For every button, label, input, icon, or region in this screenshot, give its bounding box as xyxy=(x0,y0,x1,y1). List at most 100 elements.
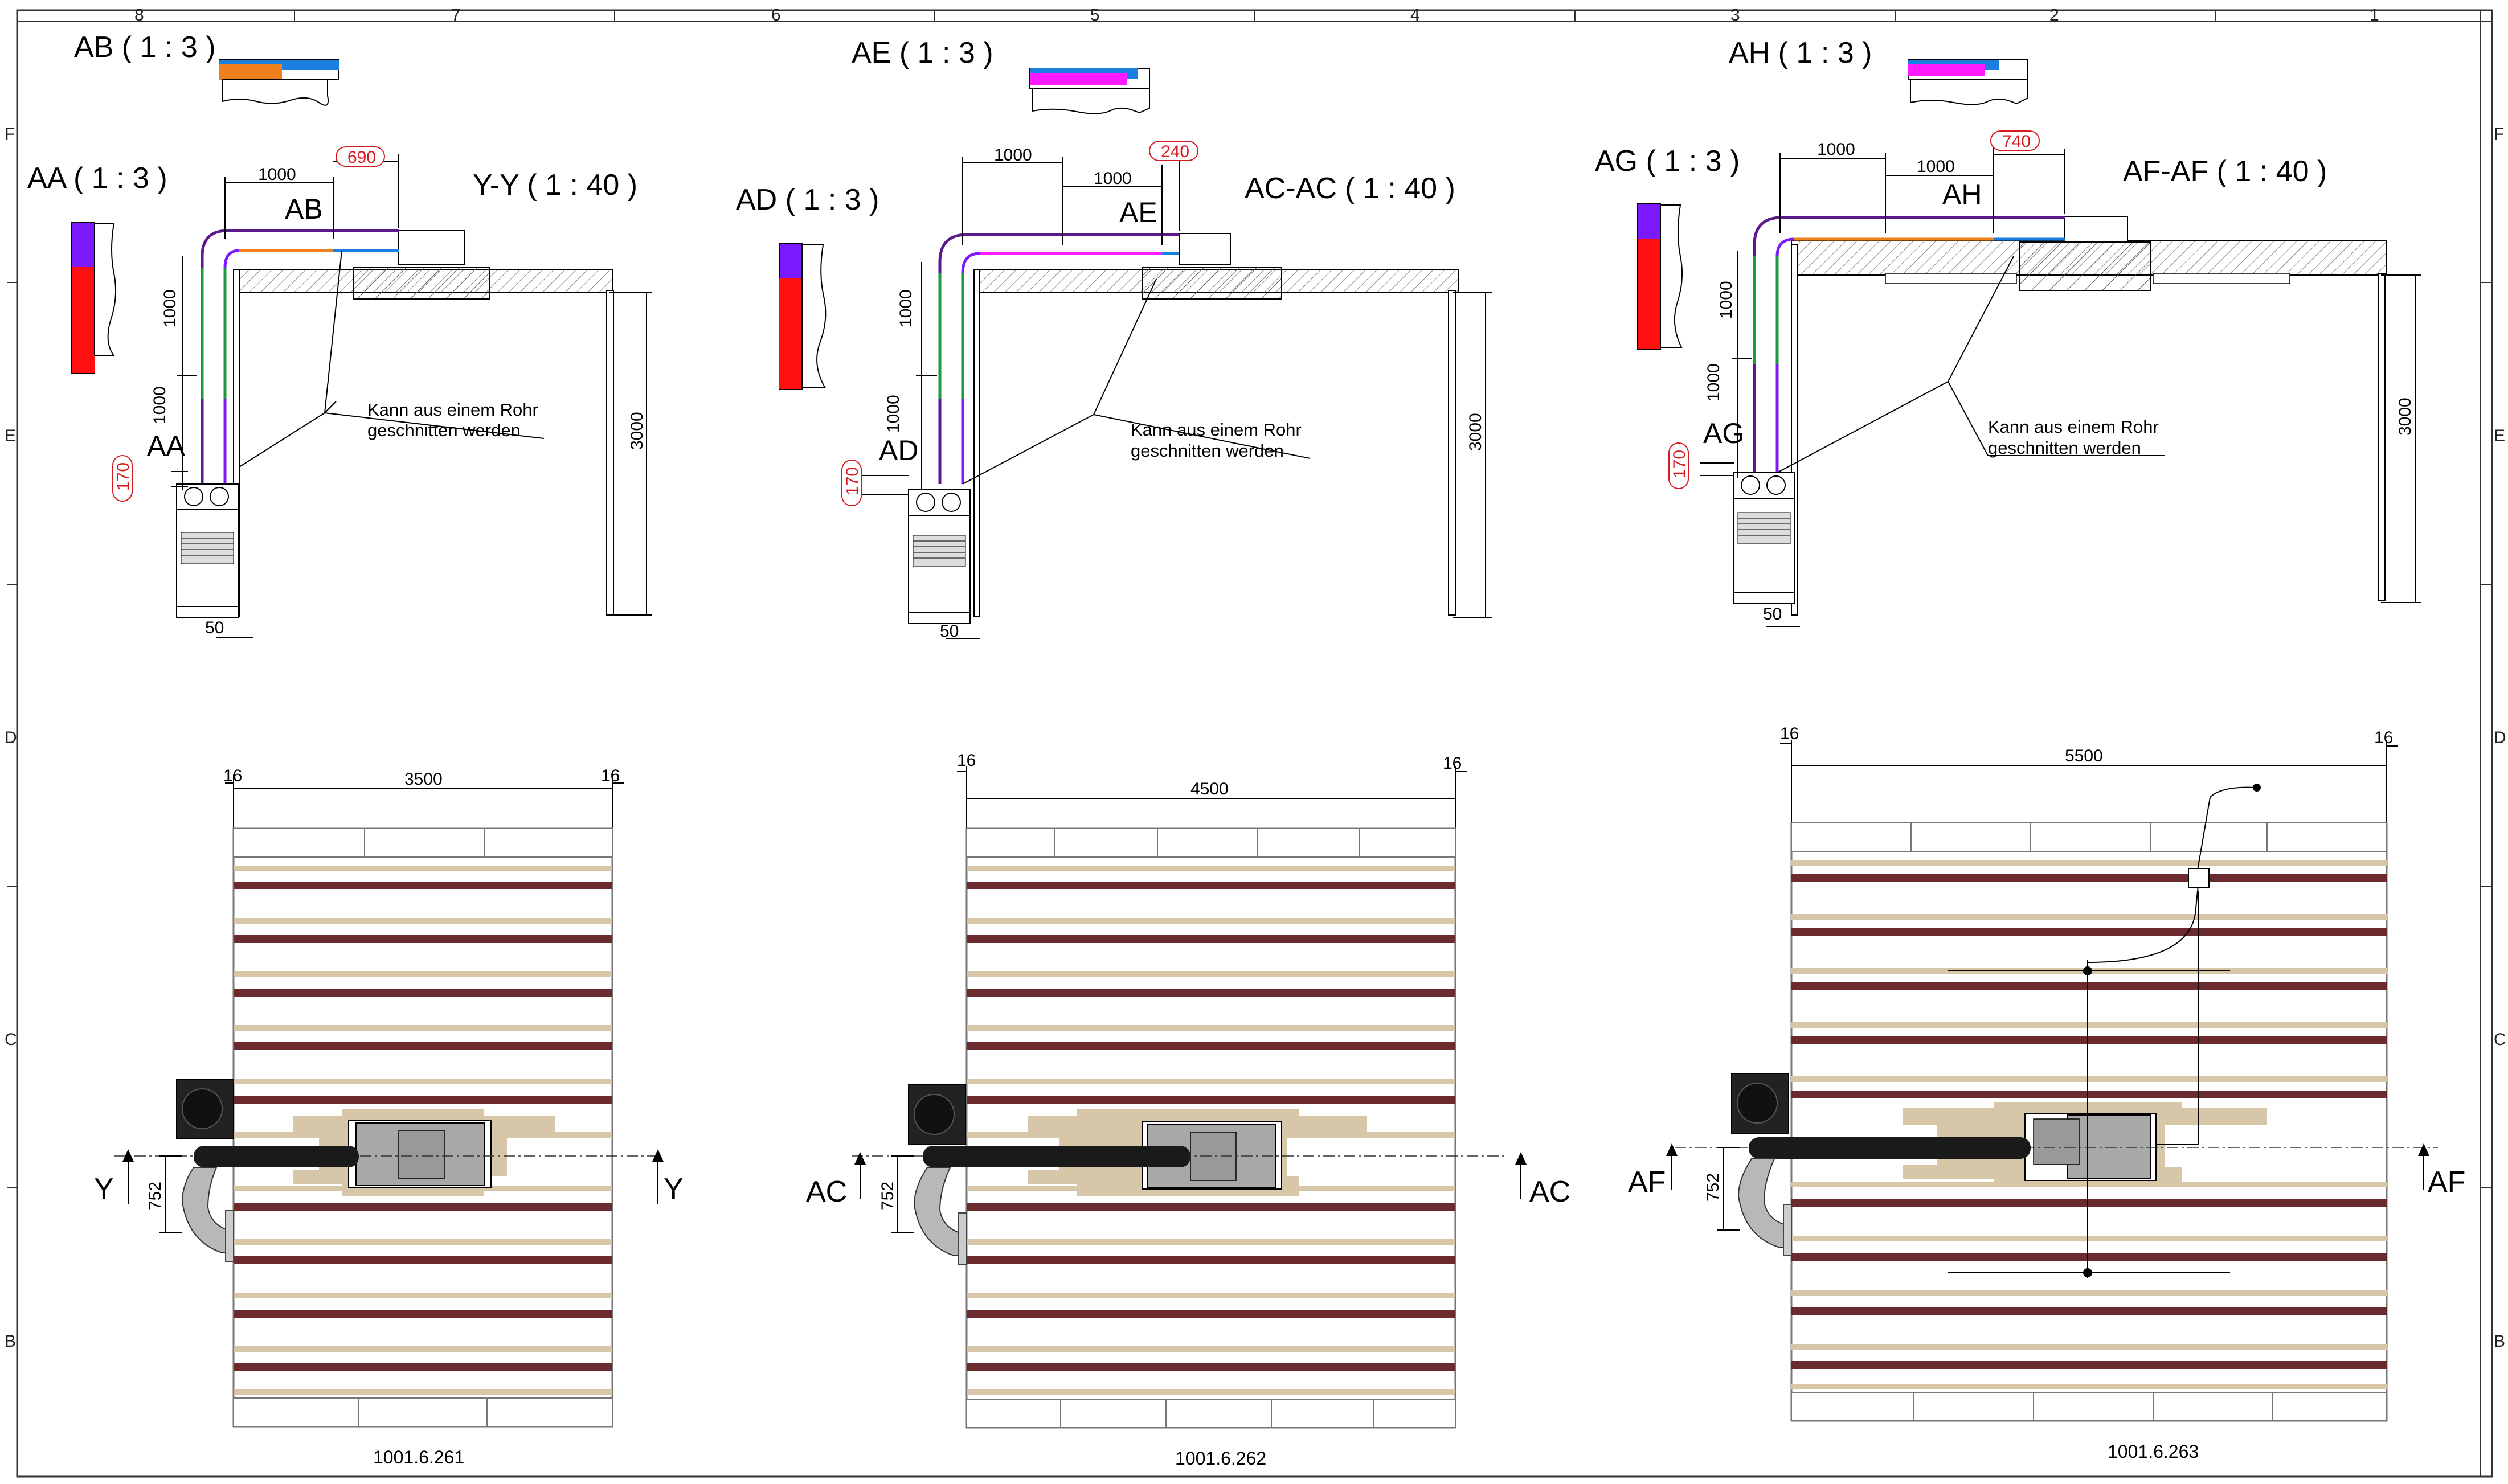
detail-ab: AB ( 1 : 3 ) xyxy=(74,31,339,106)
plan-3-dim-16-left: 16 xyxy=(1780,724,1799,743)
plan-2-dim-16-left: 16 xyxy=(957,751,976,770)
dim-50: 50 xyxy=(205,618,224,637)
note-line-1: Kann aus einem Rohr xyxy=(1988,417,2159,437)
plan-1-width: 3500 xyxy=(404,770,443,789)
plan-1-dim-16-left: 16 xyxy=(223,766,242,785)
note-line-1: Kann aus einem Rohr xyxy=(1131,420,1302,440)
dim-1000-vertical-1: 1000 xyxy=(161,289,179,327)
section-ac-ac-title: AC-AC ( 1 : 40 ) xyxy=(1245,172,1455,205)
dim-3000: 3000 xyxy=(1466,413,1485,451)
label-aa: AA xyxy=(147,430,185,462)
section-y-y-title: Y-Y ( 1 : 40 ) xyxy=(473,169,637,202)
dim-1000-vertical-2: 1000 xyxy=(884,395,903,433)
drawing-number-2: 1001.6.262 xyxy=(1175,1448,1266,1469)
plan-3-cut-left: AF xyxy=(1628,1166,1666,1199)
view-1: AB ( 1 : 3 ) AA ( 1 : 3 ) Y-Y ( 1 : 40 ) xyxy=(27,31,684,1467)
label-ag: AG xyxy=(1703,417,1744,449)
dim-1000-horizontal-2: 1000 xyxy=(1917,157,1955,176)
dim-1000-horizontal: 1000 xyxy=(1817,140,1855,159)
plan-2-dim-16-right: 16 xyxy=(1443,754,1462,773)
row-label-d-right: D xyxy=(2494,728,2506,747)
view-2: AE ( 1 : 3 ) AD ( 1 : 3 ) AC-AC ( 1 : 40… xyxy=(736,36,1570,1469)
label-ab: AB xyxy=(285,193,323,225)
column-label-1: 1 xyxy=(2370,6,2379,24)
section-af-af: AF-AF ( 1 : 40 ) xyxy=(1668,130,2421,627)
detail-aa: AA ( 1 : 3 ) xyxy=(27,162,167,374)
dim-1000-vertical-1: 1000 xyxy=(897,289,915,327)
section-ac-ac: AC-AC ( 1 : 40 ) xyxy=(841,141,1492,641)
row-label-e-right: E xyxy=(2494,427,2505,445)
dim-170: 170 xyxy=(114,462,133,491)
plan-view-3: 16 5500 16 xyxy=(1628,724,2465,1462)
section-af-af-title: AF-AF ( 1 : 40 ) xyxy=(2123,155,2327,188)
plan-view-2: 16 4500 16 xyxy=(806,751,1570,1469)
detail-aa-title: AA ( 1 : 3 ) xyxy=(27,162,167,195)
dim-1000-horizontal-2: 1000 xyxy=(1094,169,1132,188)
plan-2-width: 4500 xyxy=(1190,780,1229,798)
label-ae: AE xyxy=(1119,196,1157,228)
dim-690: 690 xyxy=(347,148,376,167)
column-label-7: 7 xyxy=(451,6,461,24)
column-label-8: 8 xyxy=(134,6,144,24)
drawing-number-3: 1001.6.263 xyxy=(2108,1441,2199,1462)
detail-ag: AG ( 1 : 3 ) xyxy=(1595,145,1740,350)
plan-2-dim-752: 752 xyxy=(878,1182,897,1210)
plan-3-width: 5500 xyxy=(2065,747,2103,765)
dim-240: 240 xyxy=(1161,142,1189,161)
plan-view-1: 16 3500 16 xyxy=(94,766,684,1467)
dim-170: 170 xyxy=(1670,450,1689,478)
plan-1-cut-left: Y xyxy=(94,1173,114,1206)
dim-1000-vertical-2: 1000 xyxy=(1704,363,1723,401)
dim-50: 50 xyxy=(940,622,959,641)
sheet-frame: 8 7 6 5 4 3 2 1 F F E E D D C C B B xyxy=(5,6,2506,1478)
plan-3-dim-16-right: 16 xyxy=(2374,728,2393,747)
plan-1-cut-right: Y xyxy=(664,1173,684,1206)
plan-2-cut-right: AC xyxy=(1529,1175,1570,1208)
column-label-2: 2 xyxy=(2049,6,2059,24)
detail-ag-title: AG ( 1 : 3 ) xyxy=(1595,145,1740,178)
note-line-2: geschnitten werden xyxy=(1988,438,2141,458)
dim-170: 170 xyxy=(843,467,862,495)
row-label-d: D xyxy=(5,728,17,747)
dim-3000: 3000 xyxy=(628,412,647,450)
column-label-4: 4 xyxy=(1410,6,1420,24)
row-label-b-right: B xyxy=(2494,1332,2505,1351)
column-label-3: 3 xyxy=(1730,6,1740,24)
detail-ae-title: AE ( 1 : 3 ) xyxy=(852,36,993,69)
column-label-5: 5 xyxy=(1090,6,1100,24)
dim-1000-horizontal: 1000 xyxy=(994,146,1032,165)
row-label-b: B xyxy=(5,1332,16,1351)
view-3: AH ( 1 : 3 ) AG ( 1 : 3 ) AF-AF ( 1 : 40… xyxy=(1595,36,2465,1462)
row-label-e: E xyxy=(5,427,16,445)
column-label-6: 6 xyxy=(771,6,781,24)
note-line-2: geschnitten werden xyxy=(367,420,521,440)
dim-3000: 3000 xyxy=(2396,397,2415,436)
label-ad: AD xyxy=(879,434,918,466)
row-label-c-right: C xyxy=(2494,1030,2506,1049)
detail-ah: AH ( 1 : 3 ) xyxy=(1729,36,2028,105)
dim-1000-vertical-1: 1000 xyxy=(1717,281,1736,319)
detail-ae: AE ( 1 : 3 ) xyxy=(852,36,1150,114)
dim-1000-horizontal: 1000 xyxy=(258,165,296,184)
dim-1000-vertical-2: 1000 xyxy=(150,386,169,424)
plan-3-cut-right: AF xyxy=(2428,1166,2465,1199)
dim-50: 50 xyxy=(1763,605,1782,624)
note-line-2: geschnitten werden xyxy=(1131,441,1284,461)
plan-1-dim-752: 752 xyxy=(146,1182,165,1210)
plan-1-dim-16-right: 16 xyxy=(601,766,620,785)
dim-740: 740 xyxy=(2002,132,2031,151)
row-label-c: C xyxy=(5,1030,17,1049)
row-label-f-right: F xyxy=(2494,125,2504,144)
detail-ah-title: AH ( 1 : 3 ) xyxy=(1729,36,1872,69)
note-line-1: Kann aus einem Rohr xyxy=(367,400,538,420)
section-y-y: Y-Y ( 1 : 40 ) xyxy=(112,146,652,638)
plan-2-cut-left: AC xyxy=(806,1175,847,1208)
detail-ad-title: AD ( 1 : 3 ) xyxy=(736,183,879,216)
detail-ab-title: AB ( 1 : 3 ) xyxy=(74,31,216,64)
detail-ad: AD ( 1 : 3 ) xyxy=(736,183,879,390)
drawing-number-1: 1001.6.261 xyxy=(373,1447,464,1467)
label-ah: AH xyxy=(1942,178,1982,210)
plan-3-dim-752: 752 xyxy=(1704,1173,1723,1202)
row-label-f: F xyxy=(5,125,15,144)
